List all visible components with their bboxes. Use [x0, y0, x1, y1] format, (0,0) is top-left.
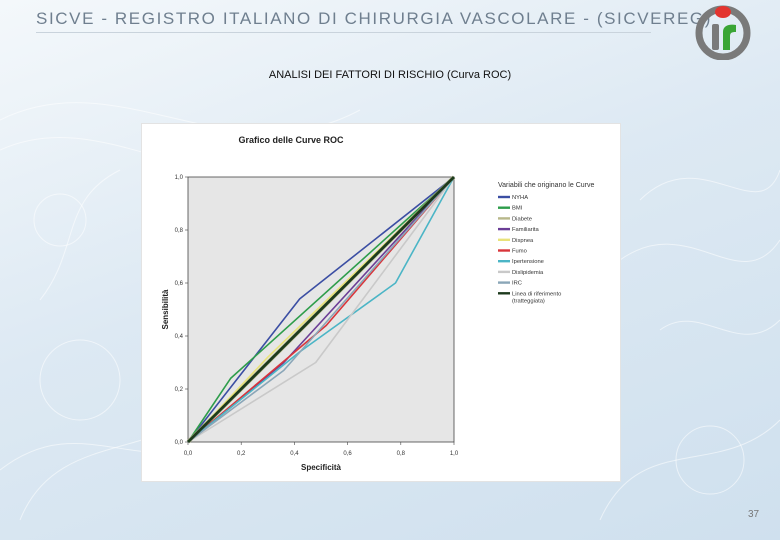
x-axis-label: Specificità: [301, 463, 342, 472]
legend-label: Diabete: [512, 216, 532, 222]
y-tick-label: 0,2: [175, 387, 184, 393]
legend-title: Variabili che originano le Curve: [498, 182, 594, 189]
roc-curve-irc: [187, 176, 455, 443]
legend-label: BMI: [512, 206, 523, 212]
registry-logo-icon: [695, 5, 751, 60]
roc-curve-nyha: [187, 176, 455, 443]
legend-label: Familiarita: [512, 227, 540, 233]
legend-label: Dislipidemia: [512, 270, 544, 276]
x-tick-label: 1,0: [450, 451, 459, 457]
page-number: 37: [748, 509, 760, 520]
x-tick-label: 0,6: [343, 451, 352, 457]
x-tick-label: 0,2: [237, 451, 246, 457]
y-tick-label: 1,0: [175, 175, 184, 181]
legend-label: Linea di riferimento (tratteggiata): [512, 291, 561, 304]
y-tick-label: 0,8: [175, 228, 184, 234]
y-axis-label: Sensibilità: [161, 289, 170, 330]
x-tick-label: 0,0: [184, 451, 193, 457]
header-title: SICVE - REGISTRO ITALIANO DI CHIRURGIA V…: [36, 9, 713, 28]
chart-title: Grafico delle Curve ROC: [238, 135, 344, 145]
roc-curve-linea: [187, 176, 455, 443]
legend-label: Ipertensione: [512, 259, 544, 265]
roc-chart: Grafico delle Curve ROC 0,0 0,2 0,4 0,6 0,8 1,…: [161, 135, 594, 472]
x-tick-label: 0,4: [290, 451, 299, 457]
y-tick-label: 0,4: [175, 334, 184, 340]
roc-curve-dislipidemia: [187, 176, 455, 443]
legend-label: Fumo: [512, 249, 527, 255]
roc-chart-card: Grafico delle Curve ROC 0,0 0,2 0,4 0,6 0,8 1,…: [142, 124, 620, 481]
slide-title: ANALISI DEI FATTORI DI RISCHIO (Curva RO…: [268, 69, 512, 81]
legend-label: Dispnea: [512, 238, 534, 244]
legend-label: NYHA: [512, 195, 528, 201]
roc-curve-bmi: [187, 176, 455, 443]
y-tick-label: 0,0: [175, 440, 184, 446]
header-divider: [36, 32, 651, 33]
roc-curve-ipertensione: [187, 176, 455, 443]
x-tick-label: 0,8: [397, 451, 406, 457]
legend-label: IRC: [512, 281, 522, 287]
y-tick-label: 0,6: [175, 281, 184, 287]
